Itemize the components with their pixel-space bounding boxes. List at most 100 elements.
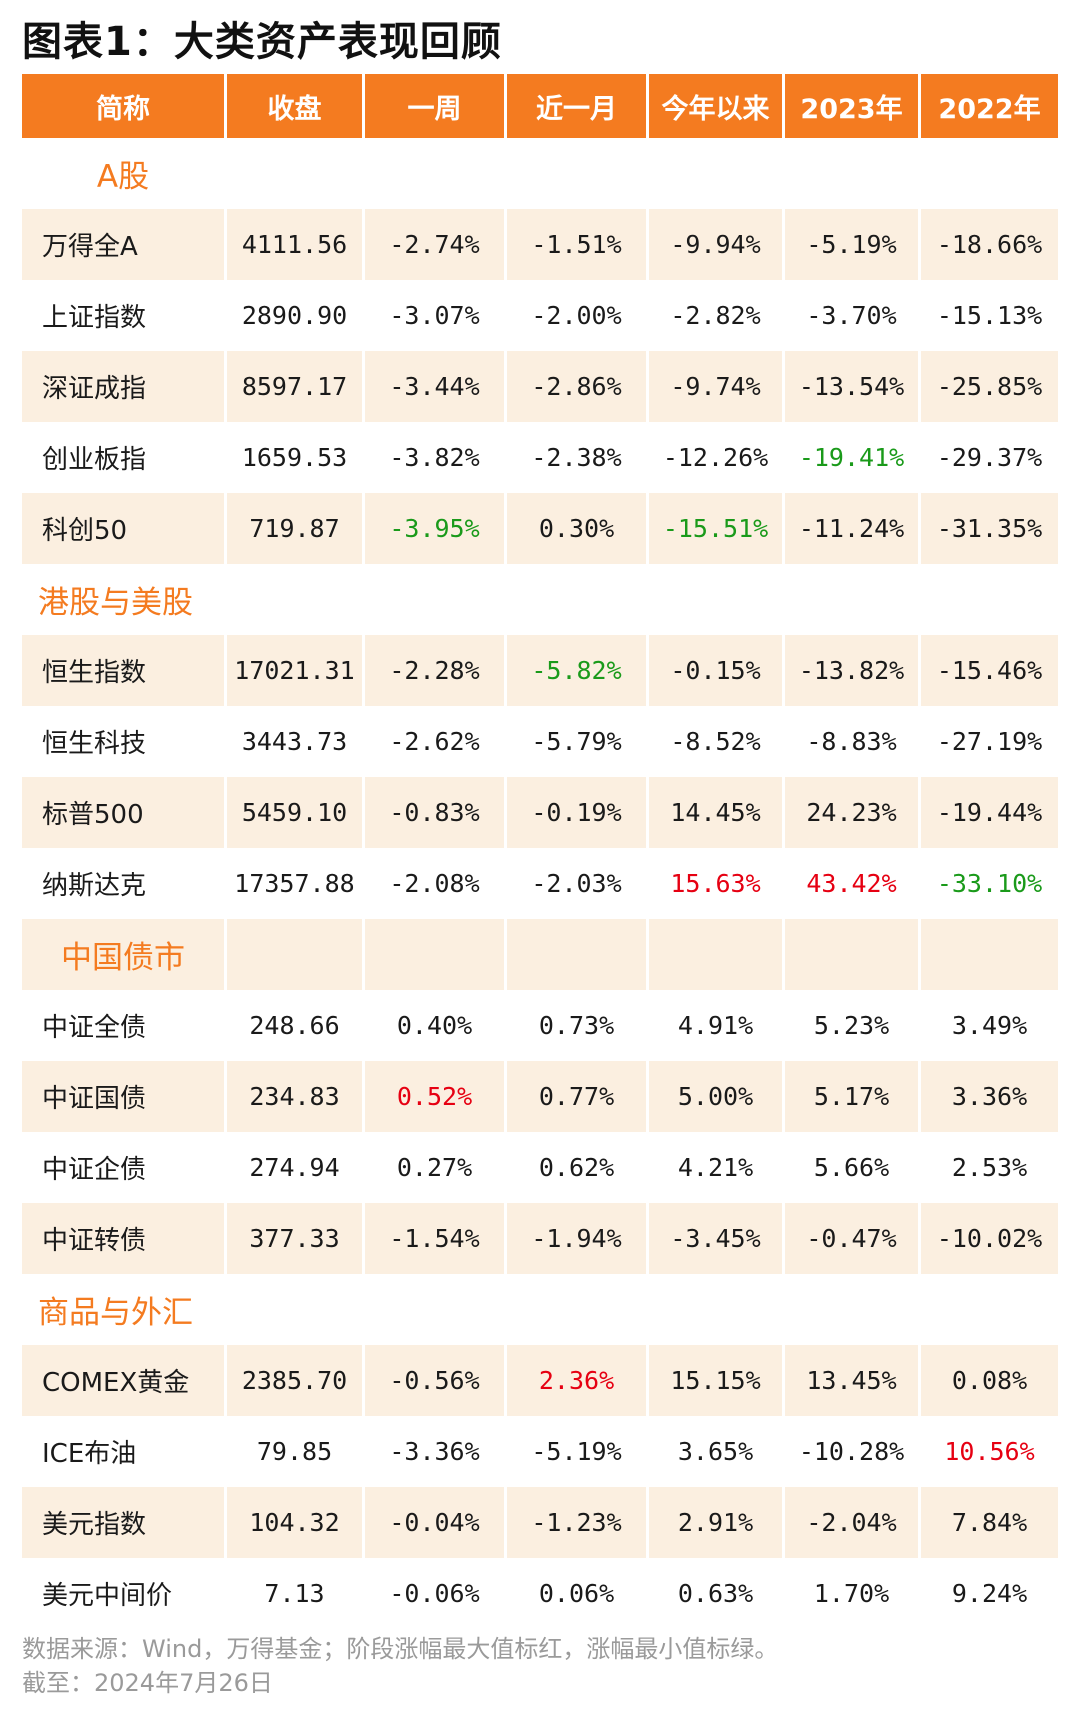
return-value: -18.66% [921, 209, 1058, 280]
return-value: -1.51% [507, 209, 649, 280]
table-row: 中证全债 248.66 0.40% 0.73% 4.91% 5.23% 3.49% [22, 990, 1058, 1061]
return-value: -15.51% [649, 493, 785, 564]
return-value: -25.85% [921, 351, 1058, 422]
table-row: 中证转债 377.33 -1.54% -1.94% -3.45% -0.47% -10.02… [22, 1203, 1058, 1274]
date-note: 截至：2024年7月26日 [22, 1669, 273, 1697]
section-empty-cell [649, 564, 785, 635]
return-value: -0.06% [365, 1558, 507, 1629]
return-value: -5.82% [507, 635, 649, 706]
return-value: 0.73% [507, 990, 649, 1061]
section-empty-cell [785, 1274, 921, 1345]
return-value: -2.00% [507, 280, 649, 351]
column-header: 2023年 [785, 74, 921, 138]
asset-name: 中证国债 [22, 1061, 227, 1132]
return-value: 14.45% [649, 777, 785, 848]
return-value: -13.82% [785, 635, 921, 706]
close-value: 8597.17 [227, 351, 365, 422]
return-value: -11.24% [785, 493, 921, 564]
close-value: 719.87 [227, 493, 365, 564]
return-value: 2.53% [951, 1153, 1028, 1182]
return-value: 7.84% [921, 1487, 1058, 1558]
close-value: 7.13 [227, 1558, 365, 1629]
return-value: 4.91% [649, 990, 785, 1061]
return-value: 4.21% [649, 1132, 785, 1203]
return-value: 0.63% [649, 1558, 785, 1629]
return-value: -2.74% [365, 209, 507, 280]
section-empty-cell [921, 1274, 1058, 1345]
section-header-row: 中国债市 [22, 919, 1058, 990]
return-value: -12.26% [649, 422, 785, 493]
asset-name: 深证成指 [22, 351, 227, 422]
section-empty-cell [649, 919, 785, 990]
return-value: -19.44% [921, 777, 1058, 848]
footer-notes: 数据来源：Wind，万得基金；阶段涨幅最大值标红，涨幅最小值标绿。 截至：202… [22, 1632, 778, 1700]
return-value: -29.37% [936, 443, 1043, 472]
asset-name: 恒生指数 [22, 635, 227, 706]
close-value: 234.83 [227, 1061, 365, 1132]
section-empty-cell [649, 1274, 785, 1345]
return-value: -3.70% [785, 280, 921, 351]
return-value: -9.94% [649, 209, 785, 280]
return-value: -1.54% [365, 1203, 507, 1274]
return-value: -13.54% [785, 351, 921, 422]
return-value: -9.74% [649, 351, 785, 422]
asset-name: 创业板指 [22, 422, 227, 493]
table-row: 恒生指数 17021.31 -2.28% -5.82% -0.15% -13.82% -15… [22, 635, 1058, 706]
table-row: 深证成指 8597.17 -3.44% -2.86% -9.74% -13.54% -25.… [22, 351, 1058, 422]
section-label: 中国债市 [22, 919, 227, 990]
section-empty-cell [507, 564, 649, 635]
return-value: 3.65% [649, 1416, 785, 1487]
source-note: 数据来源：Wind，万得基金；阶段涨幅最大值标红，涨幅最小值标绿。 [22, 1635, 779, 1663]
asset-name: 中证转债 [22, 1203, 227, 1274]
return-value: 15.63% [649, 848, 785, 919]
table-row: COMEX黄金 2385.70 -0.56% 2.36% 15.15% 13.45% 0.0… [22, 1345, 1058, 1416]
table-row: 中证国债 234.83 0.52% 0.77% 5.00% 5.17% 3.36% [22, 1061, 1058, 1132]
section-empty-cell [227, 138, 365, 209]
section-empty-cell [785, 138, 921, 209]
table-row: 科创50 719.87 -3.95% 0.30% -15.51% -11.24% -31.3… [22, 493, 1058, 564]
return-value: -1.94% [507, 1203, 649, 1274]
column-header: 今年以来 [649, 74, 785, 138]
return-value: 15.15% [649, 1345, 785, 1416]
return-value: 2.91% [649, 1487, 785, 1558]
return-value: -5.79% [507, 706, 649, 777]
section-label: 港股与美股 [22, 564, 227, 635]
return-value: 5.23% [785, 990, 921, 1061]
table-row: ICE布油 79.85 -3.36% -5.19% 3.65% -10.28% 10.56% [22, 1416, 1058, 1487]
table-header-row: 简称 收盘 一周 近一月 今年以来 2023年 2022年 [22, 74, 1058, 138]
return-value: -5.19% [785, 209, 921, 280]
table-row: 美元中间价 7.13 -0.06% 0.06% 0.63% 1.70% 9.24% [22, 1558, 1058, 1629]
asset-name: 中证全债 [22, 990, 227, 1061]
column-header: 一周 [365, 74, 507, 138]
return-value: 3.36% [921, 1061, 1058, 1132]
return-value: 0.77% [507, 1061, 649, 1132]
section-empty-cell [507, 919, 649, 990]
return-value: -27.19% [936, 727, 1043, 756]
section-empty-cell [227, 564, 365, 635]
return-value: -2.28% [365, 635, 507, 706]
return-value: 5.00% [649, 1061, 785, 1132]
return-value: -2.82% [649, 280, 785, 351]
close-value: 2890.90 [227, 280, 365, 351]
return-value: 24.23% [785, 777, 921, 848]
asset-name: 纳斯达克 [22, 848, 227, 919]
return-value: -2.03% [507, 848, 649, 919]
return-value: -3.82% [365, 422, 507, 493]
return-value: -3.07% [365, 280, 507, 351]
close-value: 248.66 [227, 990, 365, 1061]
return-value: 5.17% [785, 1061, 921, 1132]
return-value: -15.13% [936, 301, 1043, 330]
return-value: -8.52% [649, 706, 785, 777]
return-value: -5.19% [507, 1416, 649, 1487]
return-value: 3.49% [951, 1011, 1028, 1040]
return-value: -3.45% [649, 1203, 785, 1274]
return-value: 0.08% [921, 1345, 1058, 1416]
asset-name: COMEX黄金 [22, 1345, 227, 1416]
asset-name: ICE布油 [22, 1416, 227, 1487]
return-value: 0.52% [365, 1061, 507, 1132]
close-value: 104.32 [227, 1487, 365, 1558]
asset-name: 上证指数 [22, 280, 227, 351]
section-empty-cell [921, 138, 1058, 209]
table-row: 上证指数 2890.90 -3.07% -2.00% -2.82% -3.70% -15.1… [22, 280, 1058, 351]
return-value: 0.30% [507, 493, 649, 564]
